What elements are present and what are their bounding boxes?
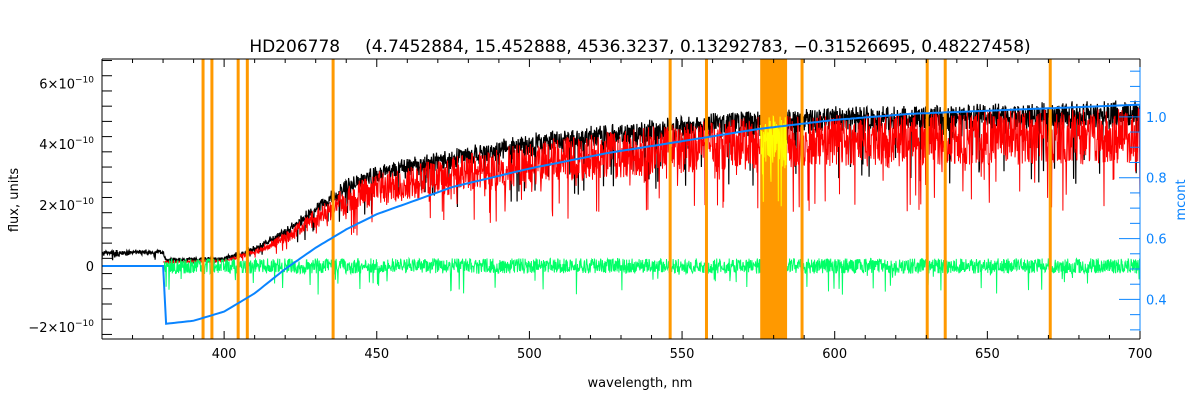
y-tick-mantissa: 4×10 [39, 138, 75, 153]
y-tick-mantissa: 2×10 [39, 199, 75, 214]
y2-axis-label: mcont [1174, 179, 1189, 220]
chart-title: HD206778 (4.7452884, 15.452888, 4536.3237… [249, 37, 1030, 57]
y-tick-label: 6×10−10 [39, 75, 94, 92]
y-tick-label: 4×10−10 [39, 136, 94, 153]
masked-line [210, 59, 214, 339]
x-tick-label: 400 [212, 347, 237, 362]
y-tick-label: 2×10−10 [39, 197, 94, 214]
masked-line [201, 59, 205, 339]
x-tick-label: 650 [975, 347, 1000, 362]
model-flux-line [162, 108, 1141, 266]
y-tick-exponent: −10 [75, 319, 94, 329]
masked-band [760, 59, 788, 339]
y-tick-mantissa: −2×10 [28, 321, 75, 336]
residual-line [162, 256, 1141, 295]
masked-line [943, 59, 947, 339]
y-tick-label: −2×10−10 [28, 319, 94, 336]
masked-line [704, 59, 708, 339]
y2-tick-label: 0.4 [1146, 293, 1167, 308]
x-tick-label: 500 [517, 347, 542, 362]
x-tick-label: 600 [822, 347, 847, 362]
y2-tick-label: 0.8 [1146, 172, 1167, 187]
y-tick-exponent: −10 [75, 75, 94, 85]
y-tick-mantissa: 0 [86, 260, 94, 275]
y2-tick-label: 0.6 [1146, 233, 1167, 248]
y-tick-label: 0 [86, 260, 94, 275]
x-axis-label: wavelength, nm [588, 376, 693, 391]
title-object: HD206778 [249, 37, 340, 57]
y-tick-exponent: −10 [75, 197, 94, 207]
masked-line [925, 59, 929, 339]
masked-line [668, 59, 672, 339]
y-tick-mantissa: 6×10 [39, 77, 75, 92]
masked-line [331, 59, 335, 339]
title-params: (4.7452884, 15.452888, 4536.3237, 0.1329… [365, 37, 1031, 57]
y-axis-label: flux, units [7, 168, 22, 233]
y2-tick-label: 1.0 [1146, 111, 1167, 126]
y-tick-exponent: −10 [75, 136, 94, 146]
plot-area [101, 59, 1141, 339]
masked-line [800, 59, 804, 339]
axes: 400 450 500 550 600 650 700−2×10−1002×10−104×1… [28, 58, 1167, 362]
x-tick-label: 550 [670, 347, 695, 362]
x-tick-label: 700 [1128, 347, 1153, 362]
masked-line [1048, 59, 1052, 339]
x-tick-label: 450 [364, 347, 389, 362]
masked-line [245, 59, 249, 339]
mcont-line [102, 103, 1141, 325]
masked-line [236, 59, 240, 339]
